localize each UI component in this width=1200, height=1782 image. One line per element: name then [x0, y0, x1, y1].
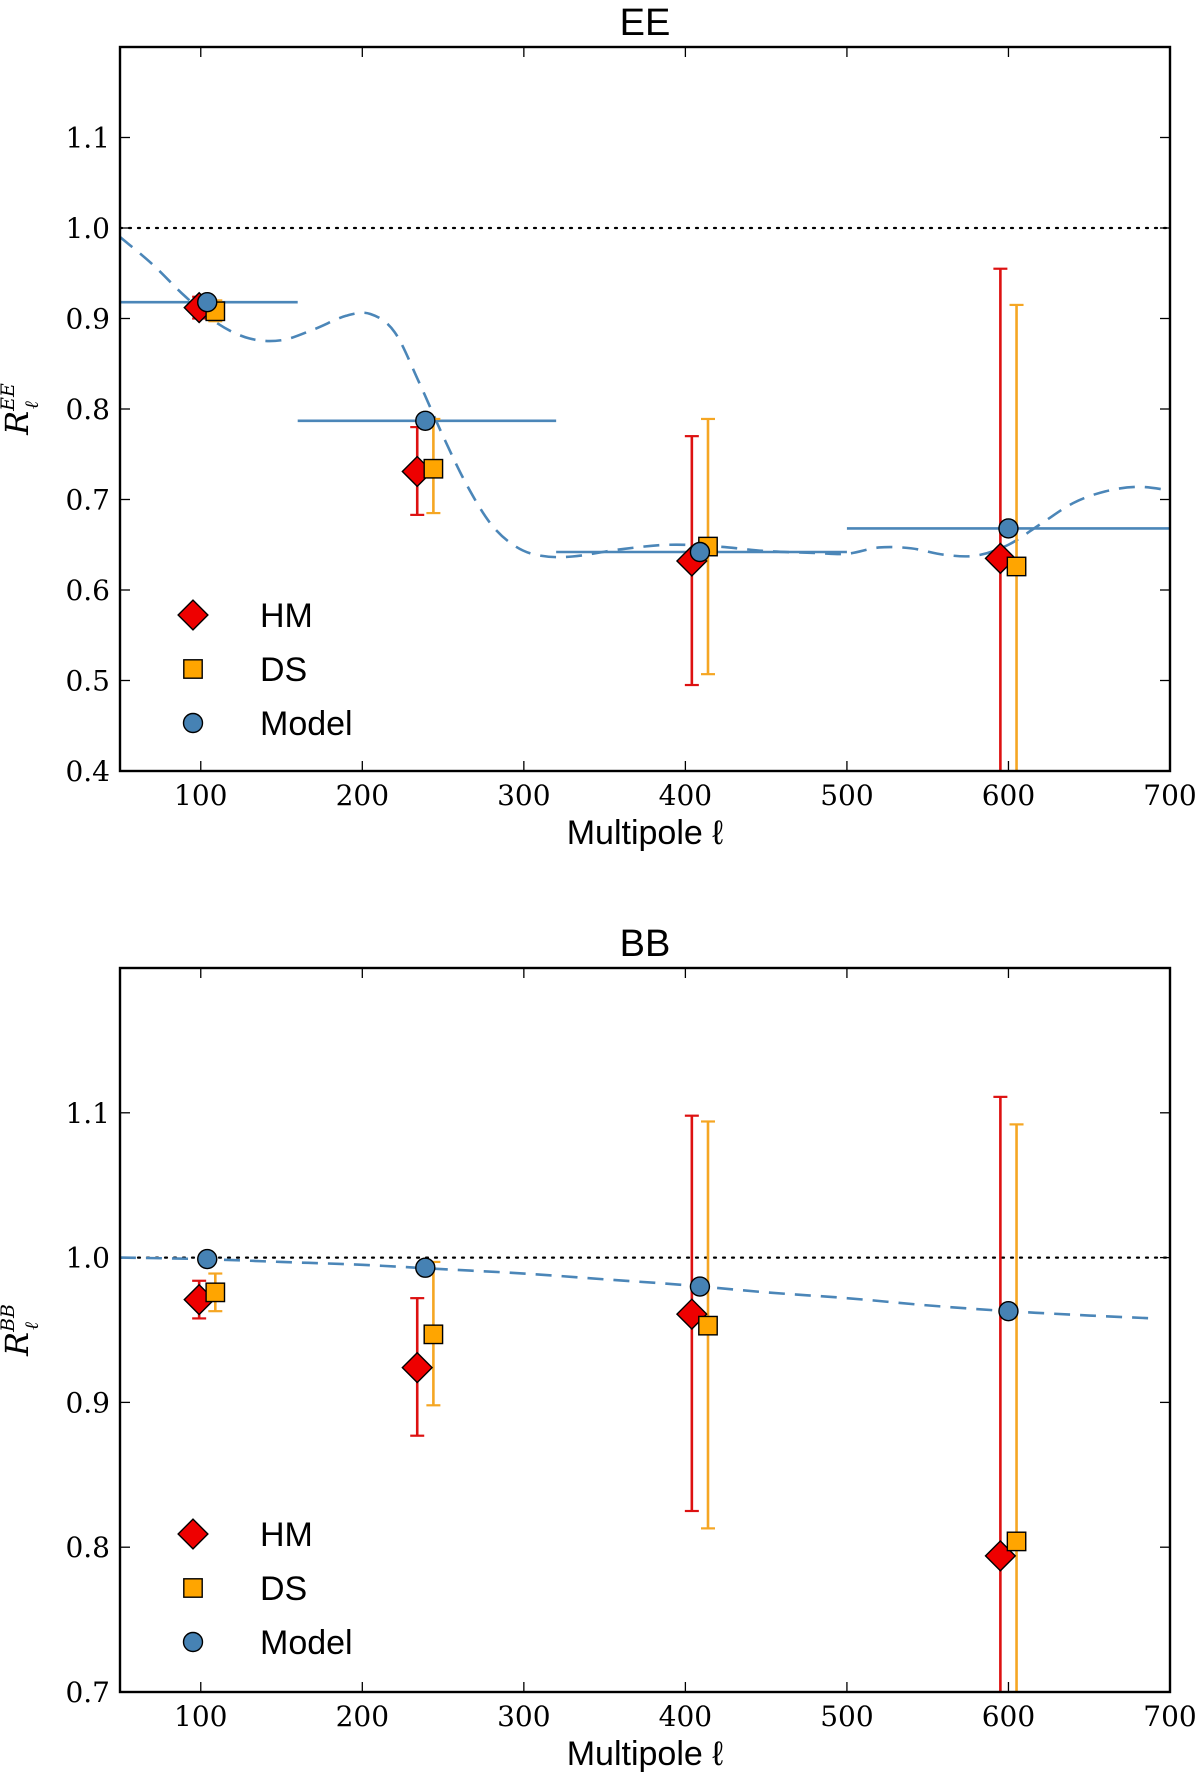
y-axis-label-sup: BB [0, 1304, 19, 1333]
axes-frame [118, 966, 1172, 1694]
point-ds-bb [423, 1324, 444, 1345]
x-axis-label: Multipole ℓ [567, 1735, 724, 1773]
y-tick-label: 1.0 [65, 212, 110, 245]
x-tick-label: 600 [982, 779, 1035, 812]
point-ds-ee [1006, 556, 1027, 577]
point-ds-bb [205, 1282, 226, 1303]
y-axis-label: RBB ℓ [0, 1304, 43, 1357]
x-tick-label: 500 [820, 1700, 873, 1733]
legend-label-model: Model [260, 1624, 353, 1662]
point-ds-bb [698, 1315, 718, 1336]
x-tick-label: 300 [497, 1700, 550, 1733]
model-curve [120, 1256, 1154, 1320]
chart-bb: BB 100 200 300 400 500 600 700 0.7 0.8 0.9 1.0 1.1 Mu… [0, 923, 1197, 1773]
y-tick-label: 0.8 [65, 393, 110, 426]
point-model-bb [197, 1248, 218, 1270]
y-axis-label: REE ℓ [0, 383, 43, 436]
y-axis-label-main: R [0, 1332, 36, 1357]
point-model-bb [415, 1257, 436, 1278]
x-tick-label: 400 [659, 1700, 712, 1733]
x-tick-label: 200 [336, 779, 389, 812]
legend-label-hm: HM [260, 1516, 313, 1554]
point-model-bb [998, 1300, 1019, 1322]
x-tick-label: 700 [1143, 1700, 1196, 1733]
legend-marker-model [182, 1631, 204, 1653]
y-axis-label-sub: ℓ [21, 1322, 43, 1330]
y-tick-label: 0.6 [65, 574, 110, 607]
chart-ee: EE 100 200 300 400 500 600 700 0.4 0.5 0.6 0.7 0.8 0.… [0, 2, 1197, 852]
y-tick-label: 0.4 [65, 755, 110, 788]
legend-marker-ds [183, 1578, 203, 1598]
y-tick-label: 0.7 [65, 484, 110, 517]
point-ds-ee [423, 458, 444, 479]
legend-label-ds: DS [260, 1570, 307, 1608]
legend-label-model: Model [260, 705, 353, 743]
y-tick-label: 0.8 [65, 1531, 110, 1564]
point-model-ee [415, 410, 436, 431]
point-model-ee [197, 292, 218, 313]
x-tick-label: 200 [336, 1700, 389, 1733]
y-tick-label: 0.5 [65, 665, 110, 698]
legend-marker-model [182, 712, 204, 734]
y-tick-label: 1.1 [65, 1097, 110, 1130]
y-tick-label: 0.9 [65, 1386, 110, 1419]
x-tick-label: 600 [982, 1700, 1035, 1733]
chart-title: BB [620, 923, 671, 965]
plot-area [120, 226, 1170, 771]
legend: HM DS Model [177, 597, 353, 743]
legend-label-ds: DS [260, 651, 307, 689]
chart-title: EE [620, 2, 671, 44]
legend-marker-hm [177, 599, 209, 631]
model-curve [120, 236, 1170, 559]
x-tick-label: 700 [1143, 779, 1196, 812]
y-axis-label-sup: EE [0, 383, 19, 412]
y-tick-label: 1.1 [65, 122, 110, 155]
y-tick-label: 1.0 [65, 1242, 110, 1275]
x-tick-label: 300 [497, 779, 550, 812]
legend-marker-hm [177, 1518, 209, 1550]
x-axis-label: Multipole ℓ [567, 814, 724, 852]
y-axis-label-main: R [0, 411, 36, 436]
legend: HM DS Model [177, 1516, 353, 1662]
point-model-ee [998, 518, 1019, 539]
point-ds-bb [1006, 1531, 1027, 1552]
point-model-ee [689, 541, 711, 563]
x-tick-label: 100 [174, 1700, 227, 1733]
x-tick-label: 100 [174, 779, 227, 812]
y-tick-label: 0.9 [65, 303, 110, 336]
point-hm-bb [401, 1351, 434, 1384]
x-tick-label: 500 [820, 779, 873, 812]
plot-area [120, 1095, 1170, 1692]
y-axis-label-sub: ℓ [21, 401, 43, 409]
x-tick-label: 400 [659, 779, 712, 812]
point-model-bb [689, 1276, 711, 1297]
y-tick-label: 0.7 [65, 1676, 110, 1709]
legend-label-hm: HM [260, 597, 313, 635]
legend-marker-ds [183, 659, 203, 679]
axes-frame [118, 45, 1172, 773]
